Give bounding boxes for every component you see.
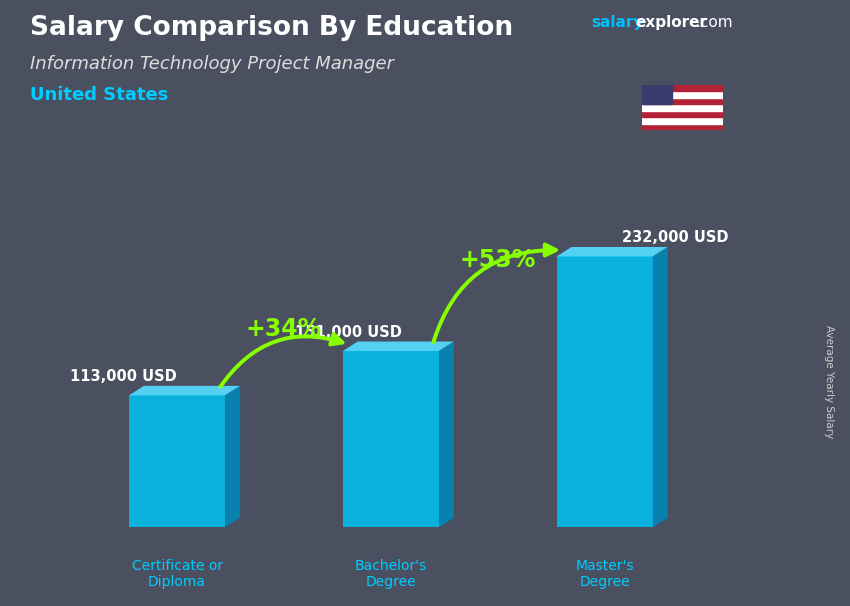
Bar [642, 85, 722, 92]
Polygon shape [343, 342, 454, 351]
Text: 113,000 USD: 113,000 USD [71, 369, 177, 384]
Text: Bachelor's
Degree: Bachelor's Degree [354, 559, 427, 589]
Text: Average Yearly Salary: Average Yearly Salary [824, 325, 834, 438]
Polygon shape [225, 386, 241, 527]
Text: 232,000 USD: 232,000 USD [621, 230, 728, 245]
Bar [557, 256, 653, 527]
Text: +34%: +34% [246, 317, 322, 341]
Text: 151,000 USD: 151,000 USD [295, 325, 401, 340]
Text: Certificate or
Diploma: Certificate or Diploma [132, 559, 223, 589]
Bar [642, 92, 722, 98]
Polygon shape [557, 247, 668, 256]
Polygon shape [653, 247, 668, 527]
Text: Information Technology Project Manager: Information Technology Project Manager [30, 55, 394, 73]
Bar [642, 98, 722, 104]
Text: Master's
Degree: Master's Degree [575, 559, 634, 589]
Polygon shape [129, 386, 241, 395]
Text: .com: .com [695, 15, 733, 30]
Bar [129, 395, 225, 527]
Bar [642, 111, 722, 118]
Text: salary: salary [591, 15, 643, 30]
Bar [642, 104, 722, 111]
Text: +53%: +53% [460, 248, 536, 271]
Text: United States: United States [30, 86, 168, 104]
Polygon shape [439, 342, 454, 527]
Text: explorer: explorer [636, 15, 708, 30]
Bar [642, 124, 722, 130]
Bar [343, 351, 439, 527]
Text: Salary Comparison By Education: Salary Comparison By Education [30, 15, 513, 41]
Bar [642, 118, 722, 124]
Bar [642, 85, 672, 104]
